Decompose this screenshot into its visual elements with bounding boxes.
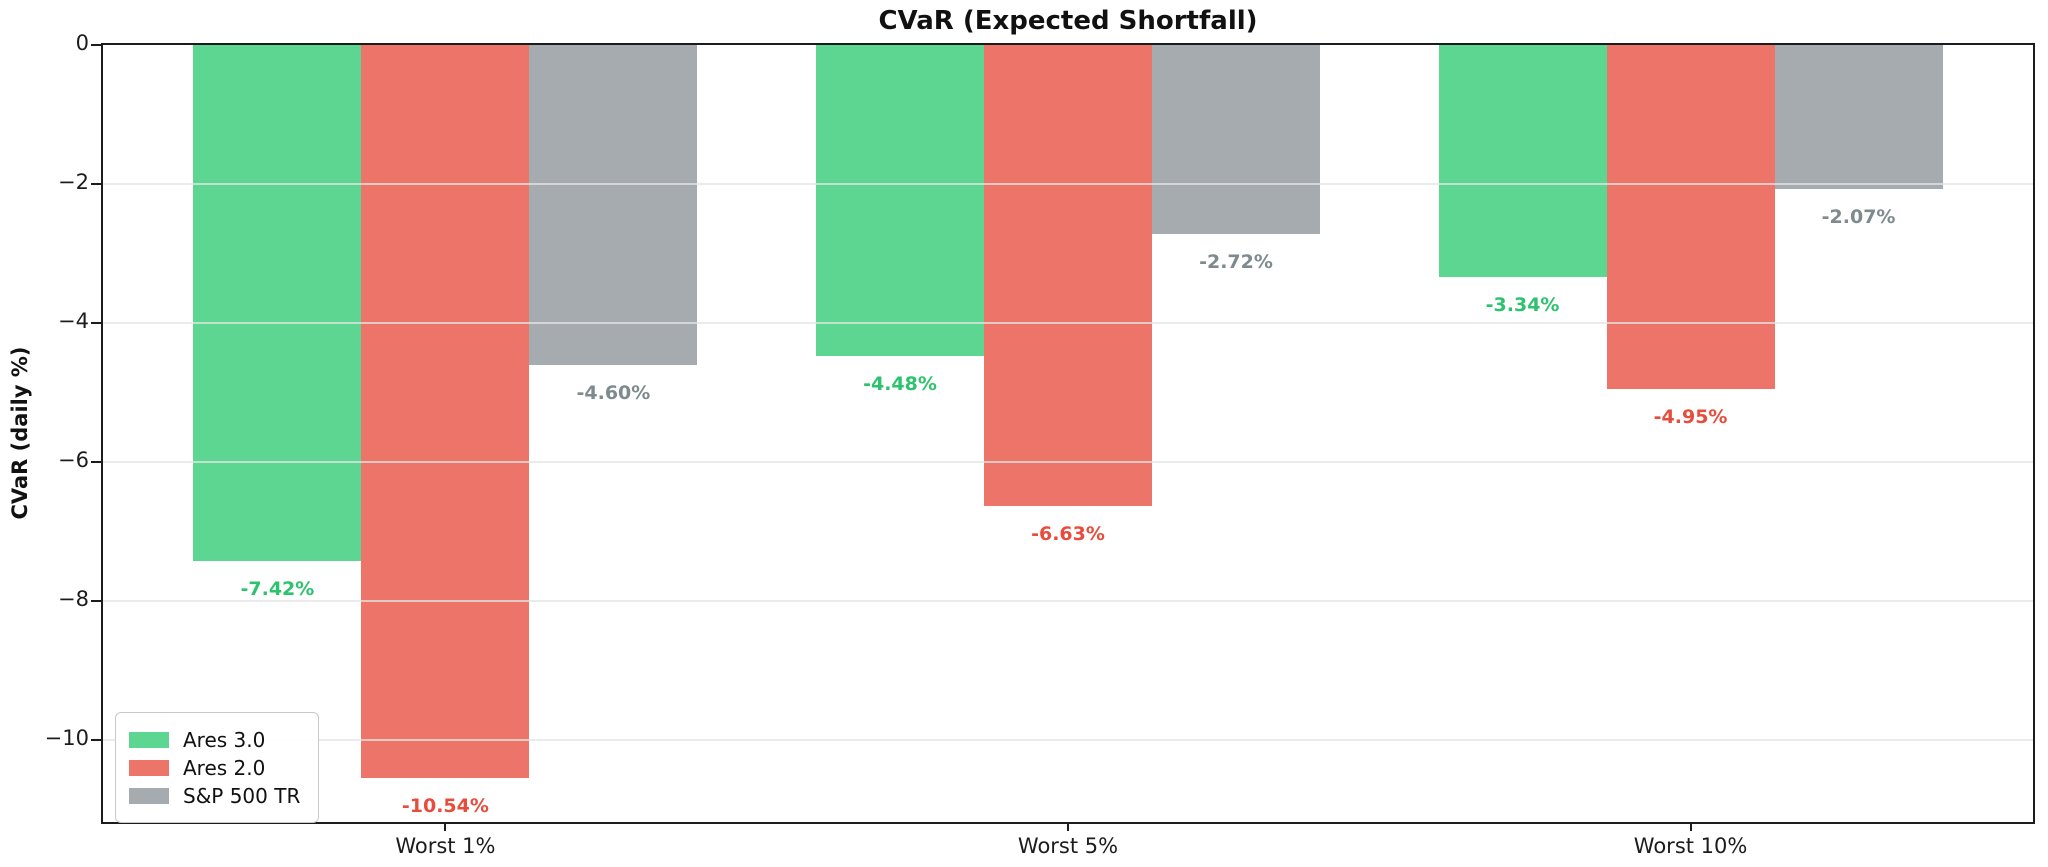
legend-swatch-icon [129, 787, 169, 804]
bar-value-label: -6.63% [1031, 522, 1105, 545]
legend-swatch-icon [129, 759, 169, 776]
legend-swatch-icon [129, 731, 169, 748]
legend-item: S&P 500 TR [129, 783, 300, 808]
x-tick-mark [1067, 822, 1069, 831]
bar-ares-2-0-worst-5- [984, 45, 1152, 506]
gridline [103, 460, 2033, 463]
legend-label: S&P 500 TR [183, 783, 301, 808]
bar-ares-3-0-worst-10- [1438, 45, 1607, 278]
bar-ares-3-0-worst-1- [193, 45, 362, 561]
y-tick-label: −2 [58, 169, 89, 194]
legend-item: Ares 2.0 [129, 755, 300, 780]
gridline [103, 182, 2033, 185]
y-tick-mark [91, 738, 101, 741]
y-tick-mark [91, 599, 101, 602]
y-tick-label: −10 [44, 725, 89, 750]
gridline [103, 599, 2033, 602]
bar-value-label: -4.95% [1653, 406, 1728, 429]
legend: Ares 3.0 Ares 2.0 S&P 500 TR [115, 712, 320, 823]
y-axis-label: CVaR (daily %) [8, 346, 32, 520]
bar-value-label: -2.72% [1199, 251, 1273, 274]
chart-title: CVaR (Expected Shortfall) [878, 6, 1258, 36]
bar-ares-2-0-worst-1- [361, 45, 530, 778]
y-tick-mark [91, 321, 101, 324]
bar-ares-2-0-worst-10- [1606, 45, 1775, 390]
bar-value-label: -4.60% [576, 381, 651, 404]
bar-value-label: -7.42% [240, 577, 315, 600]
y-tick-mark [91, 460, 101, 463]
legend-item: Ares 3.0 [129, 727, 300, 752]
gridline [103, 321, 2033, 324]
y-tick-label: −6 [58, 447, 89, 472]
bar-s-p-500-tr-worst-5- [1152, 45, 1320, 235]
y-tick-mark [91, 44, 101, 46]
x-tick-mark [444, 822, 447, 831]
y-tick-label: −4 [58, 308, 89, 333]
bar-value-label: -3.34% [1485, 294, 1560, 317]
bar-s-p-500-tr-worst-10- [1774, 45, 1943, 189]
x-tick-label: Worst 5% [1017, 834, 1119, 858]
plot-area: -7.42% -4.48% -3.34% -10.54% -6.63% -4.95% -4.… [101, 43, 2035, 824]
y-tick-label: −8 [58, 586, 89, 611]
y-tick-label: 0 [75, 31, 89, 55]
legend-label: Ares 3.0 [183, 727, 266, 752]
x-tick-label: Worst 10% [1633, 834, 1748, 858]
x-tick-label: Worst 1% [395, 834, 496, 858]
gridline [103, 738, 2033, 741]
bar-value-label: -10.54% [401, 794, 489, 817]
bar-s-p-500-tr-worst-1- [529, 45, 698, 365]
bar-ares-3-0-worst-5- [816, 45, 984, 357]
y-tick-mark [91, 182, 101, 185]
bar-value-label: -2.07% [1821, 205, 1896, 228]
x-tick-mark [1689, 822, 1692, 831]
bar-value-label: -4.48% [863, 373, 937, 396]
legend-label: Ares 2.0 [183, 755, 266, 780]
